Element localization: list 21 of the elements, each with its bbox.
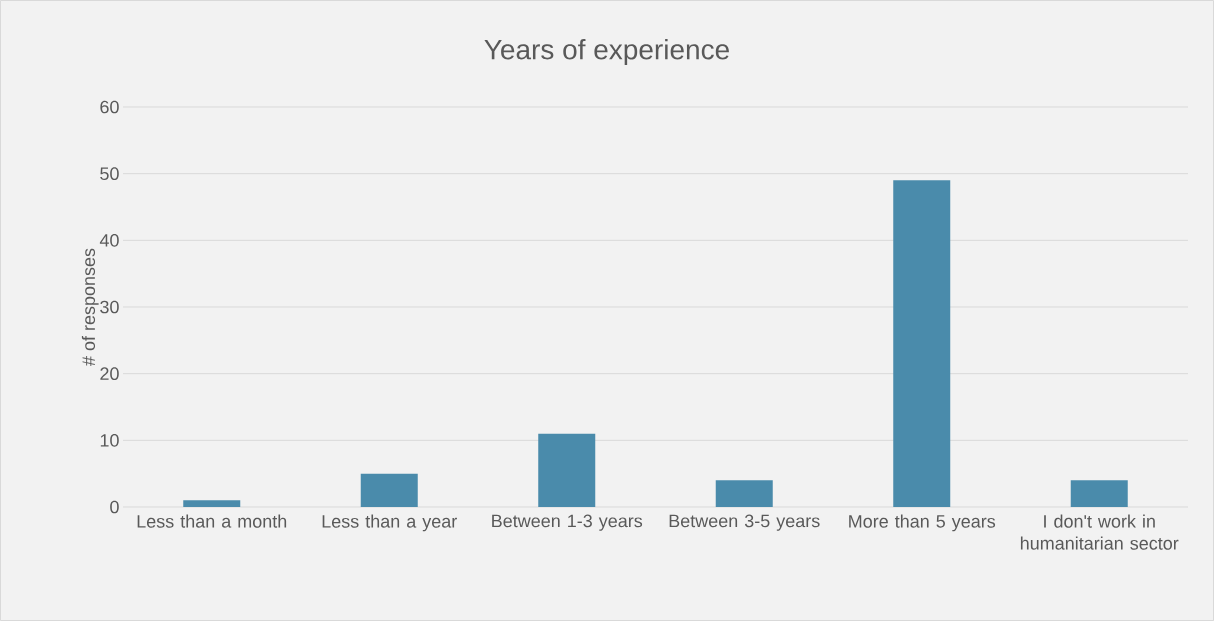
x-tick-label: More than 5 years xyxy=(849,514,996,532)
bar xyxy=(360,473,418,507)
chart-title: Years of experience xyxy=(484,38,729,66)
y-tick-label: 50 xyxy=(100,167,119,181)
y-tick-label: 40 xyxy=(99,233,119,247)
y-tick-label: 30 xyxy=(100,300,119,314)
bar xyxy=(1070,480,1128,507)
y-tick-label: 20 xyxy=(100,367,119,381)
bar xyxy=(715,480,773,507)
x-tick-label: Less than a month xyxy=(137,514,287,528)
x-tick-label: Between 3-5 years xyxy=(669,514,820,531)
x-tick-label: I don't work in humanitarian sector xyxy=(1020,514,1179,550)
y-tick-label: 0 xyxy=(110,500,119,514)
x-tick-label: Less than a year xyxy=(322,514,457,532)
bar xyxy=(538,433,596,507)
y-tick-label: 10 xyxy=(100,433,119,447)
bar xyxy=(183,500,241,507)
x-tick-label: Between 1-3 years xyxy=(492,514,643,531)
y-axis-title: # of responses xyxy=(81,248,99,366)
y-tick-label: 60 xyxy=(100,100,119,114)
bar xyxy=(893,180,951,507)
